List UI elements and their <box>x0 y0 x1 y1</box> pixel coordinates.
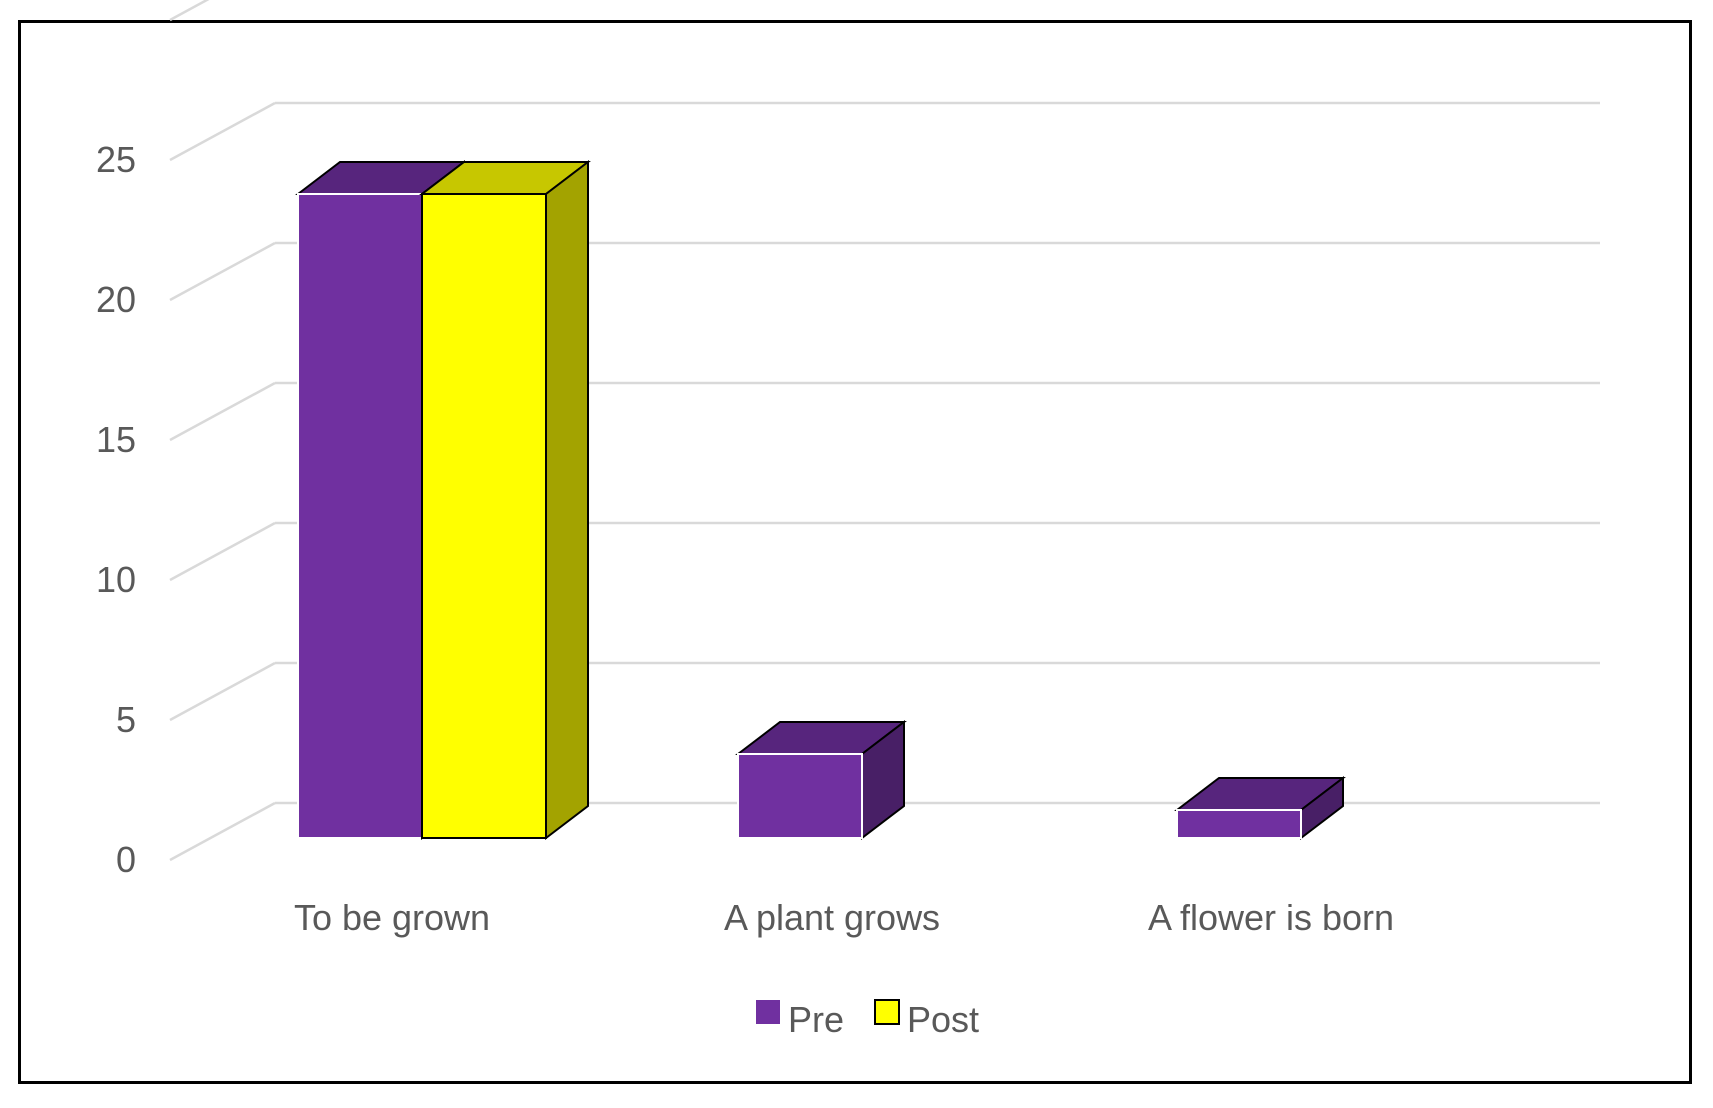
bar <box>735 719 907 841</box>
bar <box>419 159 591 841</box>
bar-side-face <box>545 159 589 841</box>
x-tick-label: To be grown <box>294 897 490 938</box>
x-axis-ticks: To be grown A plant grows A flower is born <box>294 897 1394 938</box>
gridline-diagonal <box>169 521 276 582</box>
x-tick-label: A flower is born <box>1148 897 1394 938</box>
bars <box>295 159 1346 841</box>
gridline-diagonal <box>169 801 276 862</box>
legend-swatch <box>756 1000 780 1024</box>
y-axis-ticks: 0 5 10 15 20 25 <box>96 139 136 880</box>
x-tick-label: A plant grows <box>724 897 940 938</box>
legend: Pre Post <box>756 999 979 1040</box>
bar <box>1174 775 1346 841</box>
bar-front-face <box>1176 809 1302 839</box>
gridline-diagonal <box>169 661 276 722</box>
legend-item: Pre <box>756 999 844 1040</box>
y-tick-label: 0 <box>116 839 136 880</box>
y-tick-label: 15 <box>96 419 136 460</box>
y-tick-label: 10 <box>96 559 136 600</box>
gridline-diagonal <box>169 381 276 442</box>
y-tick-label: 25 <box>96 139 136 180</box>
legend-label: Post <box>907 999 979 1040</box>
legend-label: Pre <box>788 999 844 1040</box>
gridline-diagonal <box>169 101 276 162</box>
y-tick-label: 5 <box>116 699 136 740</box>
gridline-diagonal <box>169 241 276 302</box>
bar-front-face <box>297 193 423 839</box>
legend-item: Post <box>874 999 979 1040</box>
gridline-diagonal <box>169 0 210 22</box>
bar-front-face <box>421 193 547 839</box>
y-tick-label: 20 <box>96 279 136 320</box>
legend-swatch <box>874 999 900 1025</box>
bar-front-face <box>737 753 863 839</box>
